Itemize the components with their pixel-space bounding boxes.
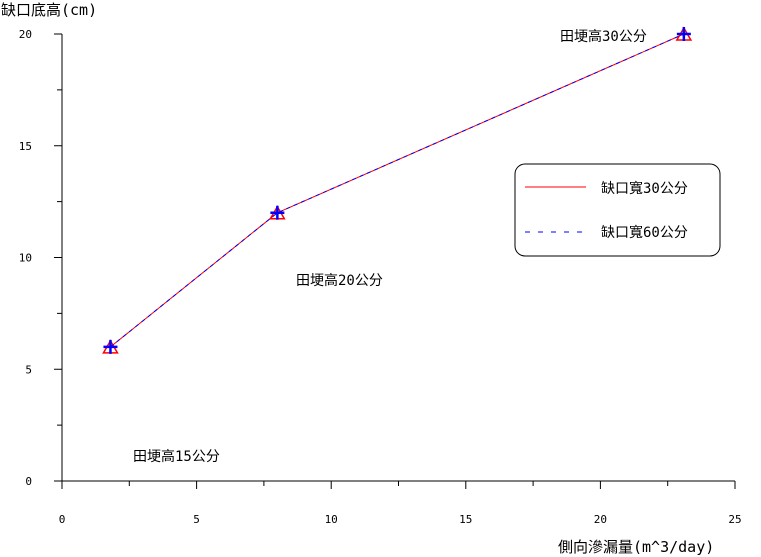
annotation-20: 田埂高20公分 (296, 272, 383, 289)
series-2-point (676, 27, 691, 41)
x-tick-label: 20 (594, 513, 607, 526)
y-tick-label: 20 (19, 28, 32, 41)
legend-label-series-2: 缺口寬60公分 (601, 224, 688, 241)
y-tick-label: 5 (25, 363, 32, 376)
y-ticks: 0 5 10 15 20 (19, 28, 62, 488)
annotation-15: 田埂高15公分 (133, 448, 220, 465)
y-tick-label: 10 (19, 252, 32, 265)
x-tick-label: 0 (59, 513, 66, 526)
y-tick-label: 15 (19, 140, 32, 153)
legend-box (514, 163, 721, 257)
y-axis-title: 缺口底高(cm) (1, 1, 97, 19)
annotation-30: 田埂高30公分 (560, 28, 647, 45)
series-2-point (103, 339, 118, 354)
x-tick-label: 15 (459, 513, 472, 526)
series-layer (102, 26, 693, 354)
series-2-point (270, 205, 285, 220)
x-tick-label: 10 (325, 513, 338, 526)
x-tick-label: 5 (193, 513, 200, 526)
axes (61, 34, 735, 482)
x-axis-title: 側向滲漏量(m^3/day) (558, 538, 714, 556)
y-tick-label: 0 (25, 475, 32, 488)
x-ticks: 0 5 10 15 20 25 (59, 481, 742, 526)
x-tick-label: 25 (728, 513, 741, 526)
legend: 缺口寬30公分 缺口寬60公分 (514, 163, 721, 257)
legend-label-series-1: 缺口寬30公分 (601, 180, 688, 197)
